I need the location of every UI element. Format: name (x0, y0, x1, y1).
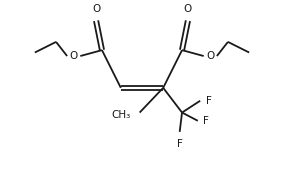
Text: O: O (92, 4, 100, 14)
Text: O: O (70, 51, 78, 61)
Text: O: O (184, 4, 192, 14)
Text: O: O (206, 51, 214, 61)
Text: F: F (203, 116, 209, 126)
Text: F: F (206, 96, 212, 106)
Text: CH₃: CH₃ (111, 110, 130, 120)
Text: F: F (177, 139, 183, 149)
